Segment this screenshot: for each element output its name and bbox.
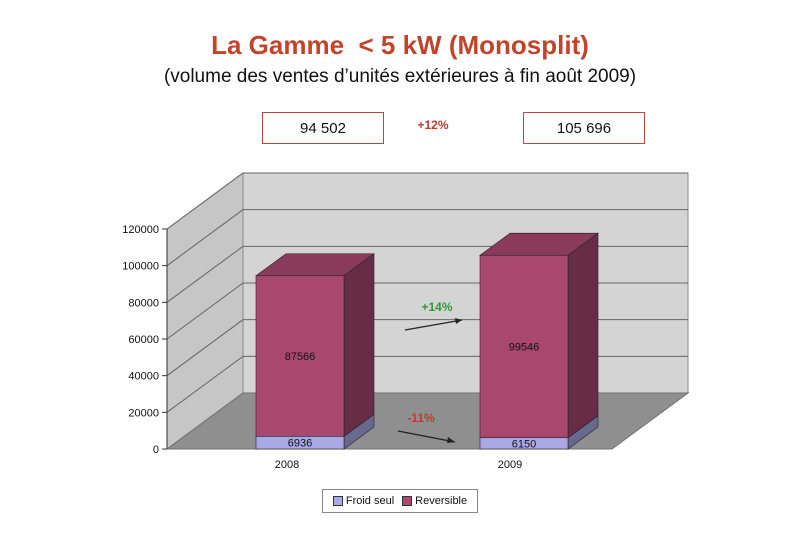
y-tick-label: 20000 <box>128 407 159 419</box>
y-tick-label: 40000 <box>128 371 159 383</box>
total-change-label: +12% <box>417 118 449 132</box>
gridline <box>166 209 688 267</box>
bar-reversible-2008 <box>255 275 345 437</box>
y-tick-label: 120000 <box>122 224 159 236</box>
bar-side-reversible-2009 <box>567 232 599 439</box>
gridline <box>166 172 688 230</box>
froid-trend-arrow <box>397 430 456 443</box>
legend-swatch-reversible <box>402 496 413 506</box>
reversible-trend-arrow <box>404 319 463 331</box>
chart-subtitle: (volume des ventes d’unités extérieures … <box>163 66 637 87</box>
y-tick-label: 0 <box>153 444 159 456</box>
bar-reversible-2009 <box>479 254 569 439</box>
y-tick-label: 100000 <box>122 261 159 273</box>
reversible-change-label: +14% <box>421 300 452 314</box>
bar-top-2008 <box>255 253 375 277</box>
total-2009-value: 105 696 <box>556 119 612 137</box>
chart-legend: Froid seul Reversible <box>322 489 478 513</box>
data-label-reversible-2008: 87566 <box>285 351 316 363</box>
x-category-label: 2008 <box>275 459 299 471</box>
legend-label-froid-seul: Froid seul <box>345 495 395 507</box>
legend-label-reversible: Reversible <box>415 495 468 507</box>
bar-side-reversible-2008 <box>343 253 375 437</box>
legend-swatch-froid-seul <box>332 496 343 506</box>
froid-change-label: -11% <box>407 411 435 425</box>
legend-item-froid-seul: Froid seul <box>332 495 395 507</box>
data-label-reversible-2009: 99546 <box>509 341 540 353</box>
data-label-froid-seul-2008: 6936 <box>288 438 312 450</box>
y-tick-label: 60000 <box>128 334 159 346</box>
data-label-froid-seul-2009: 6150 <box>512 438 536 450</box>
bar-top-2009 <box>479 232 599 256</box>
total-2008-value: 94 502 <box>300 119 346 137</box>
froid-trend-arrowhead <box>447 437 455 443</box>
x-category-label: 2009 <box>498 459 522 471</box>
y-tick-label: 80000 <box>128 297 159 309</box>
legend-item-reversible: Reversible <box>402 495 467 507</box>
total-2008-box: 94 502 <box>262 112 384 144</box>
chart-title: La Gamme < 5 kW (Monosplit) <box>211 30 589 60</box>
reversible-trend-arrowhead <box>455 318 462 324</box>
total-2009-box: 105 696 <box>523 112 645 144</box>
